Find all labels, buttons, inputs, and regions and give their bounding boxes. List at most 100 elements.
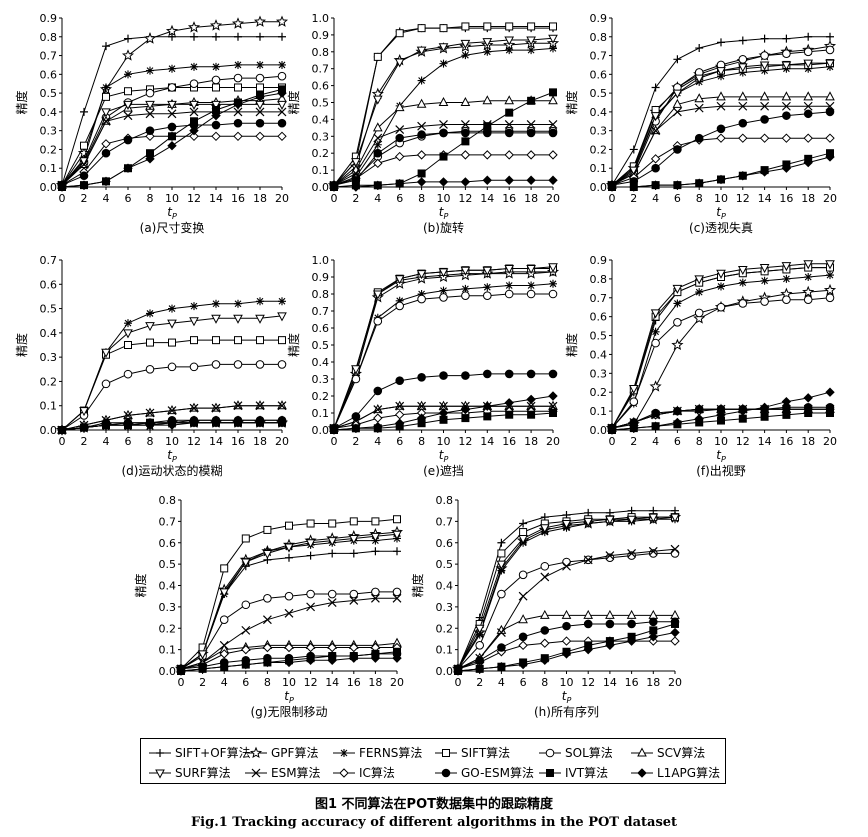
data-point: [189, 125, 199, 136]
panel-caption: (h)所有序列: [534, 704, 599, 719]
data-point: [438, 96, 449, 106]
data-point: [804, 409, 813, 417]
data-point: [277, 107, 287, 117]
data-point: [417, 130, 426, 139]
data-point: [328, 519, 337, 528]
data-point: [695, 288, 704, 297]
data-point: [349, 596, 359, 605]
data-point: [233, 99, 243, 110]
x-tick-label: 4: [498, 676, 505, 689]
data-point: [496, 662, 507, 672]
data-point: [256, 83, 264, 92]
series-go-esm: [329, 369, 558, 433]
legend-label: FERNS算法: [359, 745, 422, 760]
series-line: [457, 623, 676, 672]
data-point: [256, 336, 264, 345]
data-point: [277, 401, 287, 411]
data-point: [351, 412, 361, 421]
chart-panel-2: 0.0 0.1 0.2 0.3 0.4 0.5 0.6 0.7 0.8 0.9 1.0 0 2 4 6 8 10…: [286, 12, 560, 235]
data-point: [234, 299, 242, 308]
data-point: [505, 410, 514, 419]
data-point: [782, 274, 791, 283]
data-point: [693, 312, 706, 324]
data-point: [760, 297, 769, 306]
data-point: [782, 410, 791, 419]
x-tick-label: 0: [331, 192, 338, 205]
data-point: [168, 132, 176, 141]
data-point: [371, 547, 380, 556]
data-point: [760, 412, 769, 421]
series-line: [611, 62, 831, 186]
x-tick-label: 2: [352, 435, 359, 448]
legend-item-esm: ESM算法: [245, 765, 321, 780]
x-tick-label: 18: [524, 435, 538, 448]
data-point: [717, 72, 725, 81]
data-point: [80, 141, 88, 150]
data-point: [651, 126, 661, 136]
data-point: [439, 128, 448, 138]
data-point: [275, 15, 289, 27]
data-point: [694, 308, 704, 318]
data-point: [101, 420, 111, 430]
data-point: [629, 397, 639, 406]
data-point: [328, 549, 337, 558]
x-tick-label: 0: [609, 435, 616, 448]
series-line: [333, 100, 553, 186]
data-point: [672, 89, 683, 99]
data-point: [781, 133, 792, 143]
data-point: [605, 515, 615, 525]
data-point: [234, 32, 242, 41]
series-esm: [453, 544, 680, 674]
x-tick-label: 0: [609, 192, 616, 205]
data-point: [233, 360, 243, 369]
y-tick-label: 0.4: [590, 348, 608, 361]
data-point: [497, 538, 506, 547]
data-point: [738, 406, 748, 416]
y-tick-label: 0.5: [40, 87, 58, 100]
y-tick-label: 0.0: [40, 181, 58, 194]
x-tick-label: 10: [282, 676, 296, 689]
data-point: [671, 338, 684, 351]
x-tick-label: 8: [147, 192, 154, 205]
data-point: [262, 642, 273, 653]
legend-marker: [545, 748, 555, 758]
data-point: [497, 566, 506, 575]
data-point: [760, 34, 769, 43]
y-tick-label: 0.0: [159, 665, 177, 678]
x-tick-label: 14: [209, 192, 223, 205]
y-tick-label: 0.7: [312, 63, 330, 76]
data-point: [650, 112, 661, 122]
data-point: [241, 659, 251, 670]
x-tick-label: 2: [81, 192, 88, 205]
data-point: [782, 49, 791, 58]
data-point: [759, 133, 770, 143]
data-point: [526, 265, 536, 275]
data-point: [651, 338, 660, 348]
x-tick-label: 4: [103, 192, 110, 205]
x-tick-label: 14: [603, 676, 617, 689]
data-point: [351, 182, 361, 192]
x-tick-label: 20: [275, 192, 289, 205]
data-point: [527, 410, 536, 419]
data-point: [211, 418, 221, 428]
data-point: [672, 98, 683, 108]
legend-label: SURF算法: [175, 765, 231, 780]
data-point: [549, 279, 557, 288]
data-point: [539, 524, 550, 534]
legend-marker: [156, 749, 164, 757]
data-point: [823, 283, 837, 296]
y-tick-label: 0.0: [40, 424, 58, 437]
data-point: [648, 513, 659, 523]
data-point: [673, 145, 682, 154]
data-point: [562, 561, 571, 571]
series-line: [61, 36, 282, 186]
y-tick-label: 0.7: [312, 305, 330, 318]
x-tick-label: 8: [541, 676, 548, 689]
data-point: [483, 47, 492, 56]
data-point: [393, 547, 401, 556]
data-point: [145, 100, 155, 110]
x-tick-label: 4: [374, 435, 381, 448]
x-tick-label: 20: [546, 435, 560, 448]
legend-item-sift-of: SIFT+OF算法: [149, 745, 251, 760]
data-point: [212, 32, 220, 41]
